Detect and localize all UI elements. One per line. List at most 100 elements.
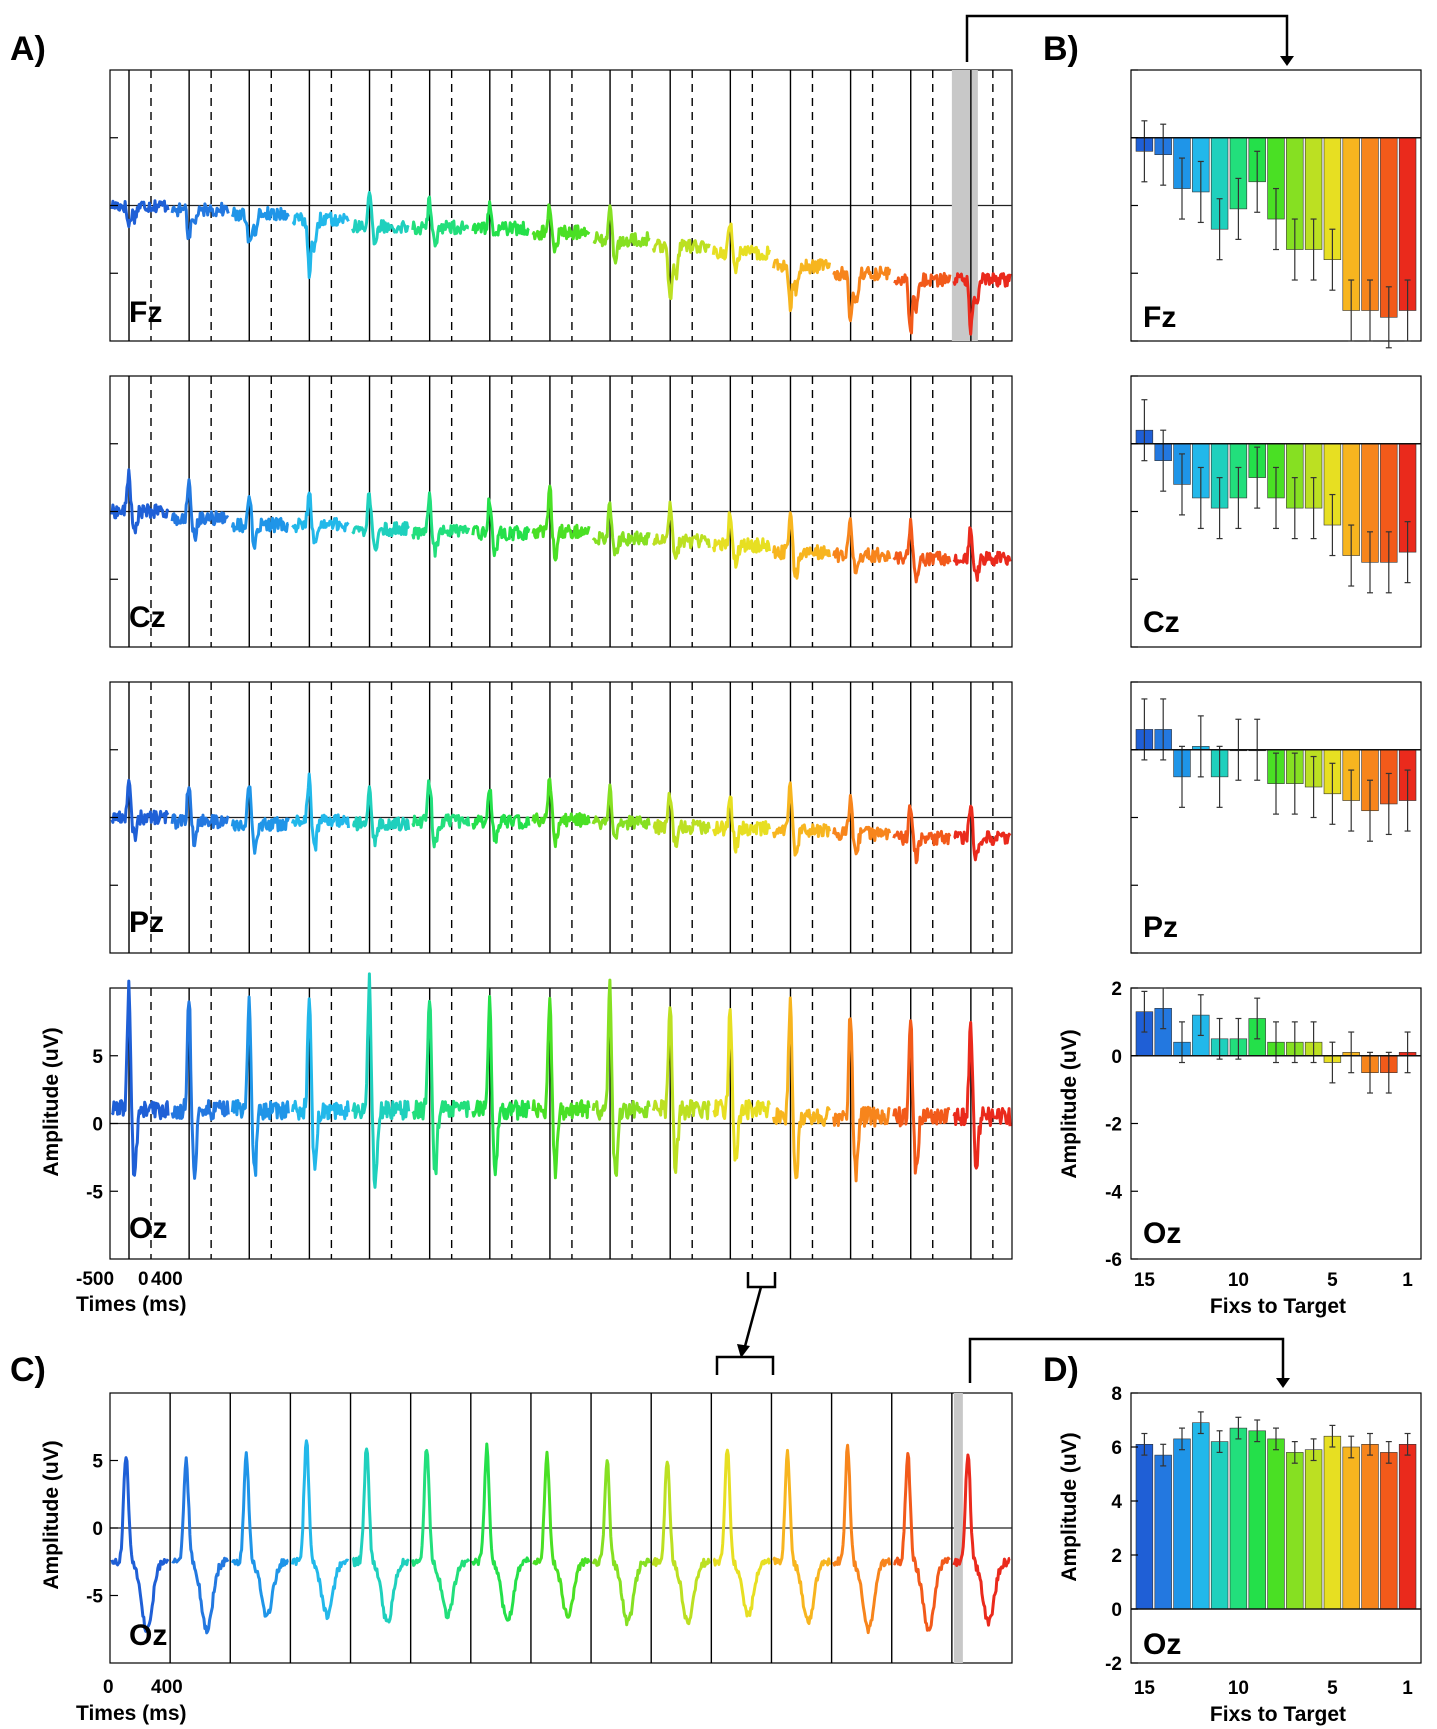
panel-a-yticks: -5 0 5 — [86, 1047, 103, 1204]
panel-a-fz-highlight — [951, 70, 978, 341]
panel-a-oz-trace-1 — [952, 1021, 1012, 1170]
panel-c-trace-13 — [230, 1451, 289, 1618]
panel-a-pz-trace-14 — [170, 786, 230, 848]
panel-c-trace-15 — [110, 1456, 170, 1633]
panel-a-cz-trace-13 — [230, 495, 289, 550]
panel-d-bar-3 — [1361, 1444, 1379, 1610]
panel-a-fz-trace-13 — [230, 206, 290, 244]
panel-a-oz-trace-13 — [230, 995, 290, 1177]
panel-c-ylabel: Amplitude (uV) — [40, 1440, 63, 1589]
panel-d-xtick-label: 5 — [1327, 1678, 1338, 1699]
panel-a-oz-trace-6 — [651, 1006, 711, 1174]
panel-a-cz-trace-15 — [110, 468, 170, 535]
panel-d-bar-14 — [1154, 1454, 1172, 1610]
panel-b: Fz Cz Pz Oz -6 -4 -2 0 2 15 10 5 1 Amplitude (u… — [1058, 69, 1422, 1318]
arrow-c-to-d — [968, 1337, 1285, 1383]
panel-a-xtick-400: 400 — [151, 1269, 183, 1290]
panel-a-ytick-label: -5 — [86, 1182, 103, 1203]
panel-a-cz-trace-7 — [591, 501, 651, 557]
panel-a-row-fz — [109, 69, 1013, 342]
panel-a-oz-trace-2 — [892, 1019, 951, 1175]
panel-a-pz-trace-11 — [352, 785, 411, 848]
panel-a-fz-trace-7 — [592, 204, 651, 265]
panel-c-highlight — [953, 1393, 963, 1663]
panel-c-xtick-0: 0 — [103, 1677, 114, 1698]
panel-b-ytick-label: 2 — [1111, 979, 1122, 1000]
panel-a-pz-trace-9 — [471, 788, 531, 844]
panel-a-cz-trace-8 — [531, 484, 591, 562]
panel-d-ylabel: Amplitude (uV) — [1058, 1432, 1081, 1581]
panel-a-electrode-fz: Fz — [129, 296, 162, 329]
panel-a-electrode-oz: Oz — [129, 1212, 167, 1245]
panel-b-row-oz — [1130, 987, 1422, 1260]
panel-b-xtick-label: 1 — [1402, 1270, 1413, 1291]
panel-b-ytick-label: 0 — [1111, 1047, 1122, 1068]
panel-a-cz-trace-12 — [291, 491, 350, 545]
panel-b-row-cz — [1130, 375, 1422, 648]
arrow-a-to-b-head — [1280, 56, 1294, 66]
panel-d-bar-10 — [1229, 1427, 1248, 1610]
panel-d-bar-5 — [1323, 1435, 1342, 1610]
panel-c-trace-1 — [952, 1453, 1011, 1627]
panel-d-bar-9 — [1248, 1430, 1266, 1610]
panel-d-ytick-label: 4 — [1111, 1492, 1122, 1513]
panel-b-xtick-label: 15 — [1134, 1270, 1156, 1291]
panel-a-row-cz — [109, 375, 1013, 648]
panel-b-ytick-label: -2 — [1105, 1115, 1122, 1136]
panel-d-ytick-label: 6 — [1111, 1438, 1122, 1459]
panel-c-trace-8 — [532, 1450, 591, 1619]
panel-a-cz-trace-5 — [711, 511, 771, 569]
panel-d-bar-7 — [1286, 1452, 1304, 1610]
panel-d-ytick-label: 0 — [1111, 1600, 1122, 1621]
panel-d-bar-1 — [1398, 1444, 1417, 1610]
panel-d: Oz -2 0 2 4 6 8 15 10 5 1 Amplitude (uV) Fixs to… — [1058, 1384, 1422, 1726]
panel-a-row-pz — [109, 681, 1013, 954]
panel-a-pz-trace-12 — [290, 772, 350, 852]
panel-b-electrode-oz: Oz — [1143, 1217, 1181, 1250]
panel-b-electrode-fz: Fz — [1143, 301, 1176, 334]
panel-a-oz-trace-15 — [110, 979, 170, 1177]
panel-d-xtick-label: 15 — [1134, 1678, 1156, 1699]
panel-b-electrode-pz: Pz — [1143, 911, 1178, 944]
bracket-c-segment — [715, 1355, 775, 1375]
arrow-a-to-c — [742, 1286, 763, 1351]
panel-c-electrode-oz: Oz — [129, 1619, 167, 1652]
panel-a-fz-trace-11 — [351, 191, 410, 246]
panel-c-ytick-label: -5 — [86, 1587, 103, 1608]
panel-c-xtick-400: 400 — [151, 1677, 183, 1698]
panel-a-pz-trace-1 — [953, 804, 1012, 862]
panel-a-ylabel: Amplitude (uV) — [40, 1027, 63, 1176]
panel-a-electrode-pz: Pz — [129, 906, 164, 939]
panel-a-xtick-0: 0 — [138, 1269, 149, 1290]
arrow-a-to-c-head — [737, 1344, 750, 1358]
panel-a-pz-trace-3 — [832, 794, 892, 856]
panel-c-trace-6 — [651, 1460, 711, 1626]
panel-a-cz-trace-6 — [651, 500, 711, 560]
panel-a-ytick-label: 5 — [92, 1047, 103, 1068]
panel-a-pz-trace-7 — [591, 783, 651, 840]
panel-d-frame — [1130, 1392, 1422, 1664]
panel-b-yticks: -6 -4 -2 0 2 — [1105, 979, 1122, 1271]
panel-a-oz-trace-5 — [712, 1008, 771, 1162]
panel-c-trace-5 — [712, 1448, 771, 1618]
panel-b-xticks: 15 10 5 1 — [1134, 1270, 1413, 1291]
panel-a-oz-trace-14 — [170, 1000, 230, 1180]
panel-d-bar-11 — [1210, 1441, 1229, 1610]
panel-letter-c: C) — [10, 1351, 46, 1389]
panel-a-cz-trace-4 — [772, 511, 832, 580]
panel-c-plot — [109, 1392, 1013, 1664]
panel-letter-b: B) — [1043, 30, 1079, 68]
panel-c-trace-7 — [591, 1459, 651, 1627]
panel-c-yticks: -5 0 5 — [86, 1452, 103, 1608]
panel-c-ytick-label: 0 — [92, 1519, 103, 1540]
panel-a-fz-trace-15 — [110, 199, 170, 229]
panel-d-plot — [1130, 1392, 1422, 1664]
panel-d-xlabel: Fixs to Target — [1210, 1703, 1346, 1726]
panel-a-cz-trace-14 — [170, 478, 230, 542]
panel-a-pz-trace-4 — [772, 781, 832, 857]
panel-a-pz-trace-5 — [711, 795, 771, 854]
panel-a-fz-trace-9 — [471, 200, 530, 237]
panel-d-yticks: -2 0 2 4 6 8 — [1105, 1384, 1122, 1675]
panel-a-fz-trace-8 — [531, 203, 591, 254]
